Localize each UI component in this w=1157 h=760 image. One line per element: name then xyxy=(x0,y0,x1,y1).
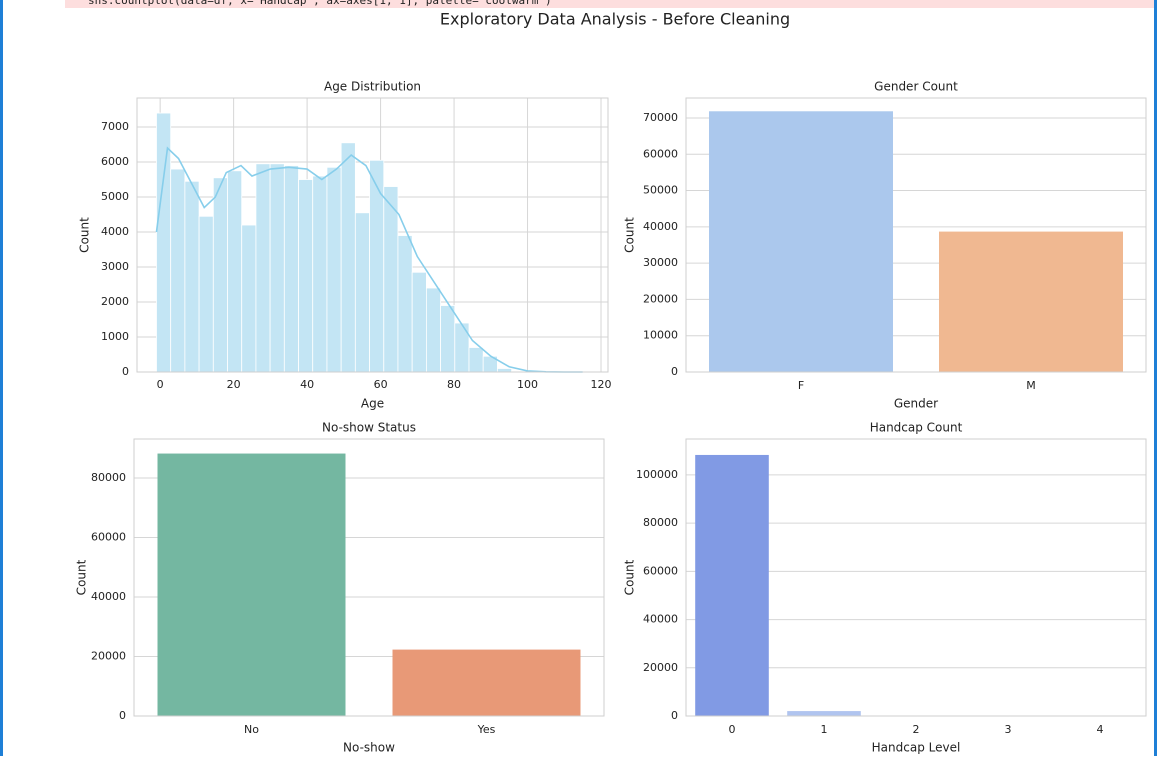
histogram-bar xyxy=(398,236,412,372)
y-tick-label: 40000 xyxy=(643,220,678,233)
histogram-bar xyxy=(497,369,511,372)
y-tick-label: 0 xyxy=(122,365,129,378)
histogram-bar xyxy=(284,166,298,372)
histogram-bar xyxy=(355,213,369,372)
x-tick-label: Yes xyxy=(477,723,496,736)
y-tick-label: 80000 xyxy=(643,516,678,529)
bar xyxy=(393,650,581,716)
y-tick-label: 60000 xyxy=(643,147,678,160)
y-tick-label: 60000 xyxy=(91,530,126,543)
histogram-bar xyxy=(469,348,483,372)
y-tick-label: 80000 xyxy=(91,471,126,484)
y-axis-label: Count xyxy=(78,217,92,253)
y-tick-label: 1000 xyxy=(101,330,129,343)
y-tick-label: 30000 xyxy=(643,256,678,269)
y-tick-label: 6000 xyxy=(101,155,129,168)
histogram-bar xyxy=(412,272,426,372)
x-tick-label: 0 xyxy=(729,723,736,736)
histogram-bar xyxy=(199,216,213,372)
bar xyxy=(787,711,861,716)
x-tick-label: No xyxy=(244,723,259,736)
subplot-title: Gender Count xyxy=(874,80,958,94)
y-tick-label: 0 xyxy=(671,365,678,378)
y-tick-label: 60000 xyxy=(643,564,678,577)
x-tick-label: 3 xyxy=(1005,723,1012,736)
x-tick-label: F xyxy=(798,379,804,392)
histogram-bar xyxy=(185,181,199,372)
y-tick-label: 20000 xyxy=(91,649,126,662)
histogram-bar xyxy=(313,176,327,372)
histogram-bar xyxy=(299,180,313,372)
histogram-bar xyxy=(256,164,270,372)
y-tick-label: 5000 xyxy=(101,190,129,203)
y-tick-label: 40000 xyxy=(91,590,126,603)
x-tick-label: 40 xyxy=(300,378,314,391)
y-tick-label: 40000 xyxy=(643,613,678,626)
x-axis-label: No-show xyxy=(343,741,395,755)
y-tick-label: 7000 xyxy=(101,120,129,133)
bar xyxy=(695,455,769,716)
y-tick-label: 0 xyxy=(119,709,126,722)
y-tick-label: 4000 xyxy=(101,225,129,238)
x-tick-label: 120 xyxy=(591,378,612,391)
x-tick-label: 0 xyxy=(157,378,164,391)
y-tick-label: 70000 xyxy=(643,111,678,124)
y-tick-label: 3000 xyxy=(101,260,129,273)
cell-selection-bar xyxy=(0,0,3,756)
x-axis-label: Gender xyxy=(894,397,938,411)
subplot-title: Age Distribution xyxy=(324,80,421,94)
histogram-bar xyxy=(156,113,170,372)
y-tick-label: 2000 xyxy=(101,295,129,308)
y-tick-label: 10000 xyxy=(643,329,678,342)
bar xyxy=(158,454,346,716)
histogram-bar xyxy=(455,323,469,372)
x-axis-label: Age xyxy=(361,397,384,411)
code-line: sns.countplot(data=df, x='Handcap', ax=a… xyxy=(88,0,552,7)
x-tick-label: 4 xyxy=(1097,723,1104,736)
x-tick-label: 2 xyxy=(913,723,920,736)
histogram-bar xyxy=(242,225,256,372)
x-tick-label: 100 xyxy=(517,378,538,391)
y-tick-label: 50000 xyxy=(643,184,678,197)
histogram-bar xyxy=(171,169,185,372)
bar xyxy=(709,111,893,372)
bar xyxy=(939,232,1123,372)
x-tick-label: 60 xyxy=(374,378,388,391)
y-tick-label: 20000 xyxy=(643,292,678,305)
histogram-bar xyxy=(213,178,227,372)
x-tick-label: M xyxy=(1026,379,1036,392)
histogram-bar xyxy=(426,288,440,372)
histogram-bar xyxy=(270,164,284,372)
histogram-bar xyxy=(370,160,384,372)
histogram-bar xyxy=(441,306,455,372)
subplot-title: Handcap Count xyxy=(870,421,963,435)
figure-title: Exploratory Data Analysis - Before Clean… xyxy=(440,10,790,29)
y-axis-label: Count xyxy=(623,559,637,595)
histogram-bar xyxy=(227,171,241,372)
histogram-bar xyxy=(327,167,341,372)
subplot-title: No-show Status xyxy=(322,421,416,435)
y-tick-label: 100000 xyxy=(636,468,678,481)
x-axis-label: Handcap Level xyxy=(872,741,961,755)
y-axis-label: Count xyxy=(623,217,637,253)
x-tick-label: 1 xyxy=(821,723,828,736)
histogram-bar xyxy=(341,143,355,372)
x-tick-label: 80 xyxy=(447,378,461,391)
y-tick-label: 20000 xyxy=(643,661,678,674)
histogram-bar xyxy=(384,187,398,372)
y-axis-label: Count xyxy=(75,559,89,595)
x-tick-label: 20 xyxy=(227,378,241,391)
y-tick-label: 0 xyxy=(671,709,678,722)
